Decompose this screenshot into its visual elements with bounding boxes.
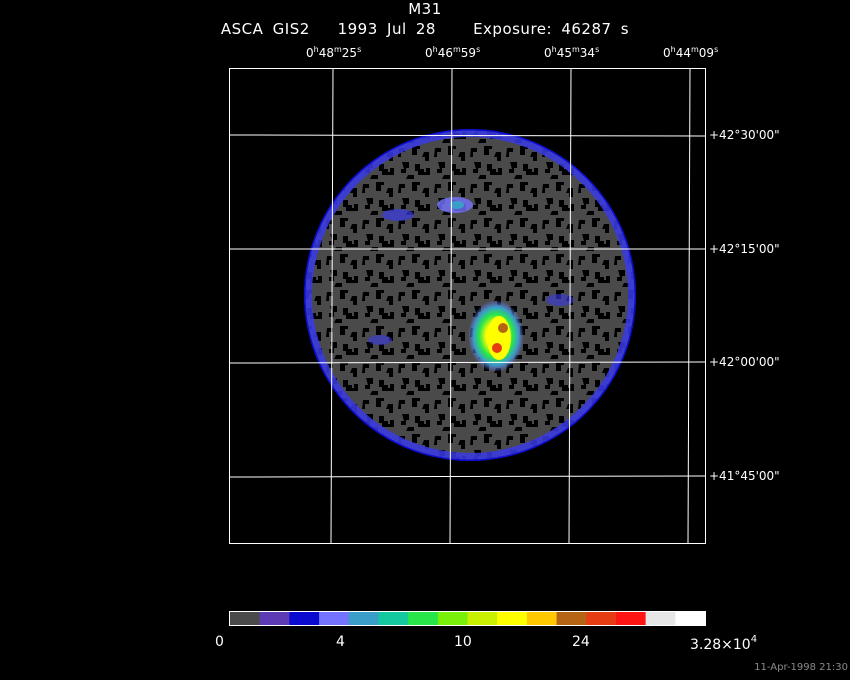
ra-label-4: 0h44m09s bbox=[663, 45, 719, 60]
ra-label-3: 0h45m34s bbox=[544, 45, 600, 60]
gis-field-of-view bbox=[304, 129, 636, 461]
instrument-label: ASCA GIS2 bbox=[220, 20, 310, 38]
colorbar-tick-4: 4 bbox=[336, 634, 345, 650]
ra-label-1: 0h48m25s bbox=[306, 45, 362, 60]
colorbar-tick-24: 24 bbox=[572, 634, 590, 650]
colorbar-frame bbox=[229, 611, 706, 626]
date-label: 1993 Jul 28 bbox=[337, 20, 436, 38]
colorbar-swatch bbox=[645, 612, 676, 625]
exposure-label: Exposure: 46287 s bbox=[473, 20, 630, 38]
colorbar-swatch bbox=[289, 612, 320, 625]
coordinate-grid bbox=[228, 67, 706, 544]
colorbar-swatch bbox=[526, 612, 558, 625]
observation-subtitle: ASCA GIS2 1993 Jul 28 Exposure: 46287 s bbox=[0, 20, 850, 38]
colorbar-swatch bbox=[615, 612, 647, 625]
colorbar-swatch bbox=[467, 612, 498, 625]
m31-nucleus bbox=[468, 300, 524, 372]
colorbar-swatch bbox=[675, 612, 706, 625]
dec-label-2: +42°15'00" bbox=[709, 242, 780, 256]
colorbar-swatch bbox=[378, 612, 409, 625]
colorbar-swatch bbox=[408, 612, 439, 625]
colorbar-tick-10: 10 bbox=[454, 634, 472, 650]
colorbar-swatch bbox=[348, 612, 379, 625]
colorbar-swatch bbox=[230, 612, 261, 625]
colorbar-swatch bbox=[437, 612, 468, 625]
dec-label-3: +42°00'00" bbox=[709, 355, 780, 369]
colorbar-swatch bbox=[259, 612, 290, 625]
colorbar-tick-max: 3.28×104 bbox=[690, 634, 758, 653]
colorbar-swatch bbox=[586, 612, 617, 625]
colorbar-tick-0: 0 bbox=[215, 634, 224, 650]
timestamp-footer: 11-Apr-1998 21:30 bbox=[754, 662, 848, 673]
colorbar-swatch bbox=[319, 612, 350, 625]
colorbar-swatch bbox=[497, 612, 528, 625]
dec-label-4: +41°45'00" bbox=[709, 469, 780, 483]
dec-label-1: +42°30'00" bbox=[709, 128, 780, 142]
object-title: M31 bbox=[408, 0, 442, 18]
colorbar-swatch bbox=[556, 612, 587, 625]
image-frame bbox=[229, 68, 706, 544]
ra-label-2: 0h46m59s bbox=[425, 45, 481, 60]
colorbar bbox=[230, 612, 706, 625]
